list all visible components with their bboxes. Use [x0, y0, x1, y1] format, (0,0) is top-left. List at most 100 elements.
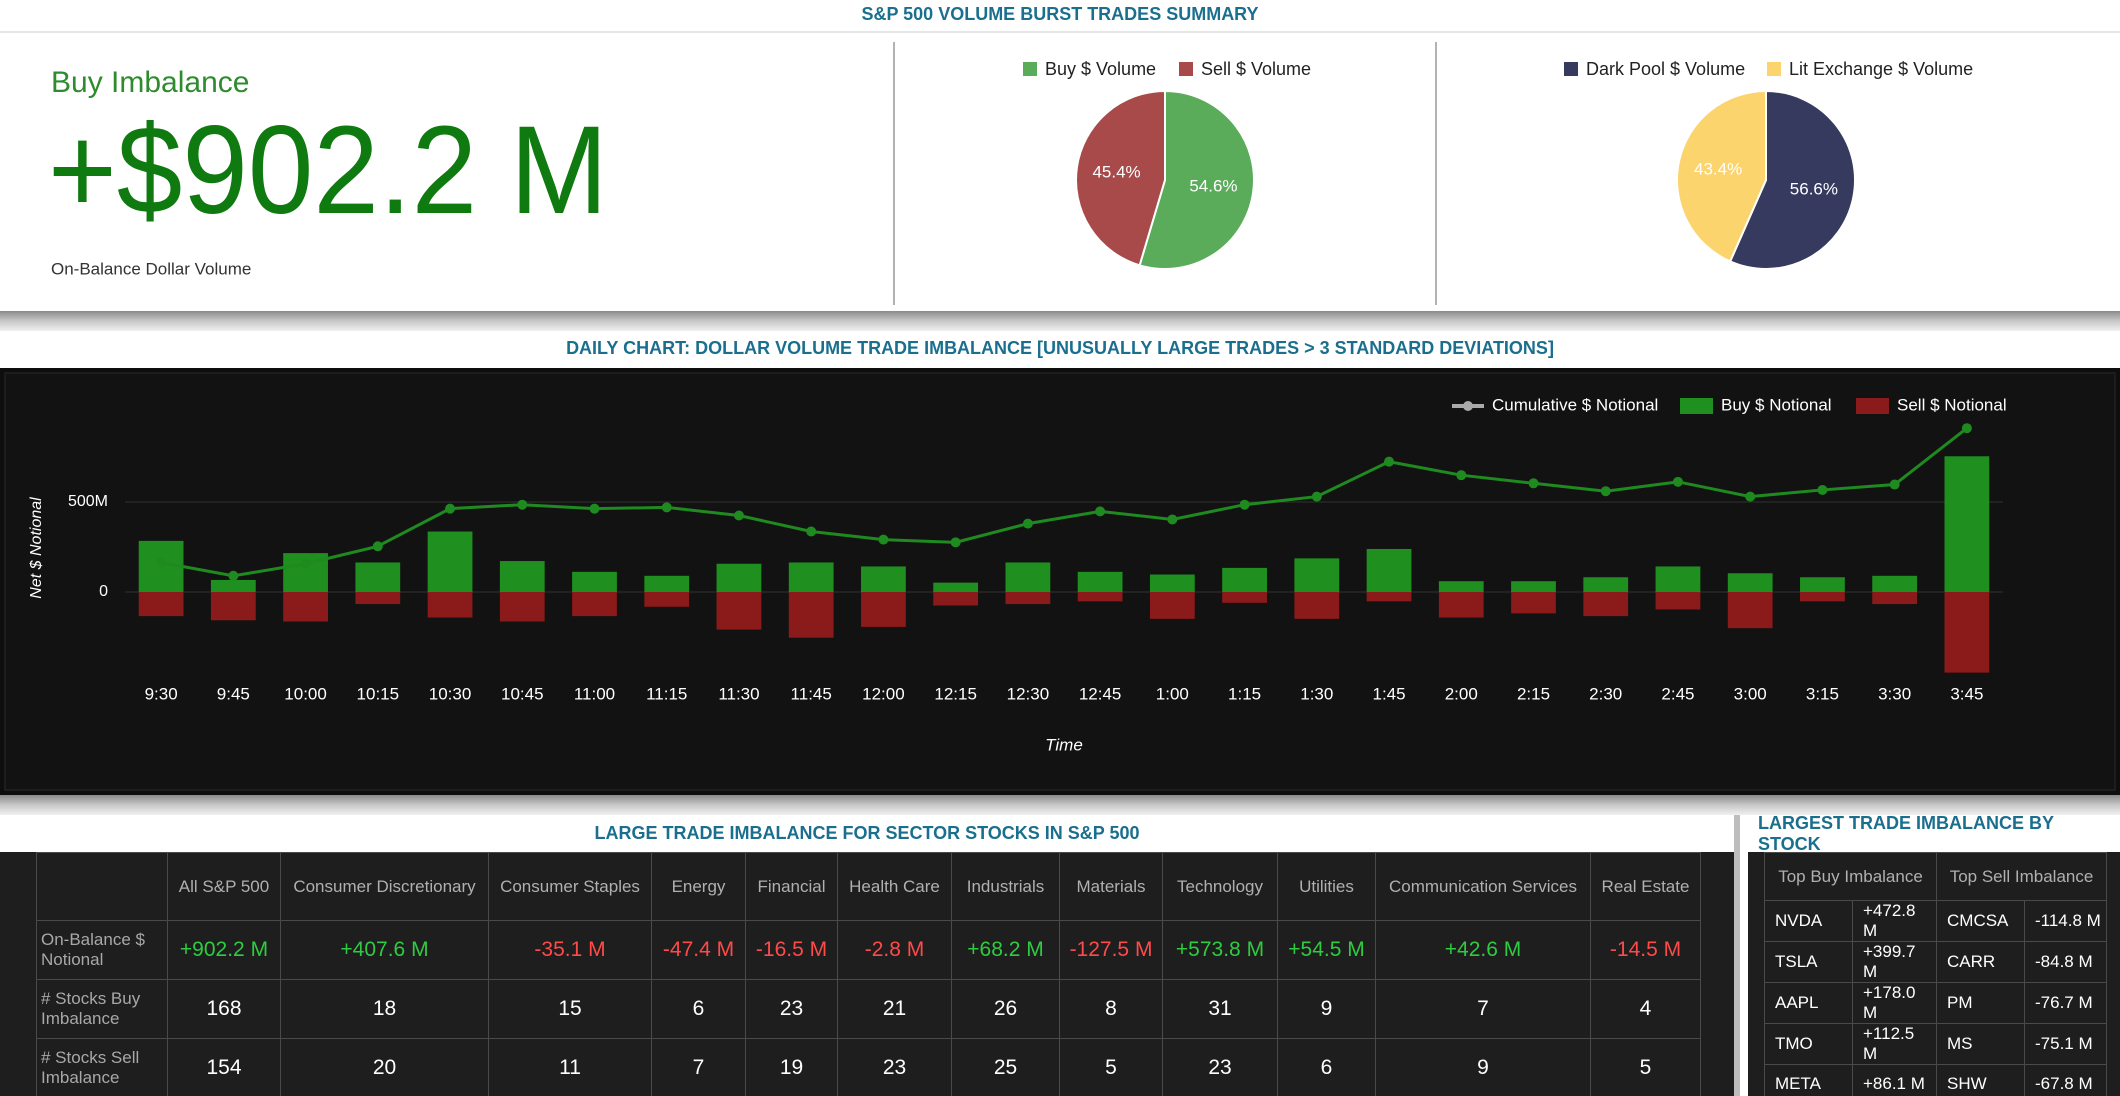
cell: +573.8 M [1162, 920, 1278, 980]
y-tick-label: 500M [68, 493, 108, 510]
bar [210, 579, 256, 592]
bar [861, 566, 906, 592]
ticker: PM [1936, 982, 2025, 1024]
bar [861, 592, 906, 627]
ticker: NVDA [1764, 900, 1853, 942]
cell: +86.1 M [1852, 1064, 1937, 1096]
x-tick-label: 2:45 [1661, 684, 1694, 703]
legend-label: Buy $ Notional [1721, 395, 1832, 414]
legend-label: Lit Exchange $ Volume [1789, 59, 1973, 79]
cell: +54.5 M [1277, 920, 1376, 980]
table-row: On-Balance $ Notional +902.2 M +407.6 M -35… [36, 920, 1701, 980]
cell: -67.8 M [2023, 1064, 2108, 1096]
x-tick-label: 1:00 [1156, 684, 1189, 703]
stock-panel: LARGEST TRADE IMBALANCE BY STOCK Top Buy… [1748, 815, 2120, 1096]
kpi-value: +$902.2 M [48, 101, 608, 240]
slice-label: 43.4% [1694, 159, 1742, 178]
line-point [806, 526, 817, 537]
cell: 18 [280, 979, 489, 1039]
cell: +902.2 M [167, 920, 281, 980]
top-area: S&P 500 VOLUME BURST TRADES SUMMARY Buy … [0, 0, 2120, 815]
bar [644, 575, 690, 592]
cell: 23 [745, 979, 838, 1039]
x-tick-label: 10:00 [284, 684, 327, 703]
cell: 7 [651, 1038, 746, 1096]
x-tick-label: 3:15 [1806, 684, 1839, 703]
bar [1149, 574, 1195, 592]
line-point [300, 558, 311, 569]
x-tick-label: 12:45 [1079, 684, 1122, 703]
cell: -75.1 M [2023, 1023, 2108, 1065]
ticker: SHW [1936, 1064, 2025, 1096]
cell: 5 [1059, 1038, 1163, 1096]
legend-label: Sell $ Notional [1897, 395, 2007, 414]
cell: -35.1 M [488, 920, 652, 980]
cell: 9 [1375, 1038, 1591, 1096]
pie-slice [1728, 89, 1856, 270]
cell: 15 [488, 979, 652, 1039]
chart-title: DAILY CHART: DOLLAR VOLUME TRADE IMBALAN… [566, 338, 1554, 358]
kpi-label: Buy Imbalance [51, 66, 249, 99]
line-point [661, 502, 672, 513]
column-header: All S&P 500 [167, 852, 281, 921]
line-point [1817, 484, 1828, 495]
cell: 154 [167, 1038, 281, 1096]
x-tick-label: 1:45 [1372, 684, 1405, 703]
ticker: CMCSA [1936, 900, 2025, 942]
column-header: Utilities [1277, 852, 1376, 921]
x-tick-label: 9:30 [145, 684, 178, 703]
bar [210, 592, 256, 621]
cell: -2.8 M [837, 920, 952, 980]
cell: 5 [1590, 1038, 1701, 1096]
y-tick-label: 0 [99, 583, 108, 600]
pie-slice [1676, 89, 1767, 263]
x-tick-label: 11:15 [646, 684, 687, 703]
cell: -14.5 M [1590, 920, 1701, 980]
line-point [950, 537, 961, 548]
bar [1655, 566, 1701, 592]
bar [1872, 592, 1918, 605]
cell: -47.4 M [651, 920, 746, 980]
ticker: AAPL [1764, 982, 1853, 1024]
x-tick-label: 2:00 [1445, 684, 1478, 703]
cell: 21 [837, 979, 952, 1039]
x-tick-label: 2:30 [1589, 684, 1622, 703]
bar [1727, 592, 1773, 629]
ticker: TMO [1764, 1023, 1853, 1065]
legend-swatch [1767, 62, 1781, 76]
x-tick-label: 3:45 [1950, 684, 1983, 703]
column-header: Industrials [951, 852, 1060, 921]
corner-cell [36, 852, 168, 921]
line-point [1167, 514, 1178, 525]
legend-dot [1463, 401, 1473, 411]
cell: -84.8 M [2023, 941, 2108, 983]
pie-slice [1138, 89, 1255, 270]
bar [1438, 581, 1484, 592]
legend-swatch [1856, 398, 1889, 414]
bar [1511, 592, 1556, 614]
cell: 23 [837, 1038, 952, 1096]
line-point [1456, 470, 1467, 481]
row-header: On-Balance $ Notional [36, 920, 168, 980]
bar [1005, 592, 1051, 605]
cell: +407.6 M [280, 920, 489, 980]
cell: 7 [1375, 979, 1591, 1039]
line-point [1095, 506, 1106, 517]
bar [138, 592, 184, 617]
cell: 168 [167, 979, 281, 1039]
table-row: # Stocks Buy Imbalance 168 18 15 6 23 21 26 8 31 9… [36, 979, 1701, 1039]
column-header: Technology [1162, 852, 1278, 921]
bar [1222, 592, 1267, 603]
x-tick-label: 12:00 [862, 684, 905, 703]
cell: 26 [951, 979, 1060, 1039]
bar [1727, 573, 1773, 592]
column-header: Communication Services [1375, 852, 1591, 921]
line-point [517, 499, 528, 510]
bar [933, 582, 979, 592]
line-point [228, 570, 239, 581]
bar [283, 592, 328, 622]
cell: 20 [280, 1038, 489, 1096]
header-bar [0, 0, 2120, 32]
kpi-caption: On-Balance Dollar Volume [51, 259, 251, 278]
bar [1077, 592, 1123, 602]
